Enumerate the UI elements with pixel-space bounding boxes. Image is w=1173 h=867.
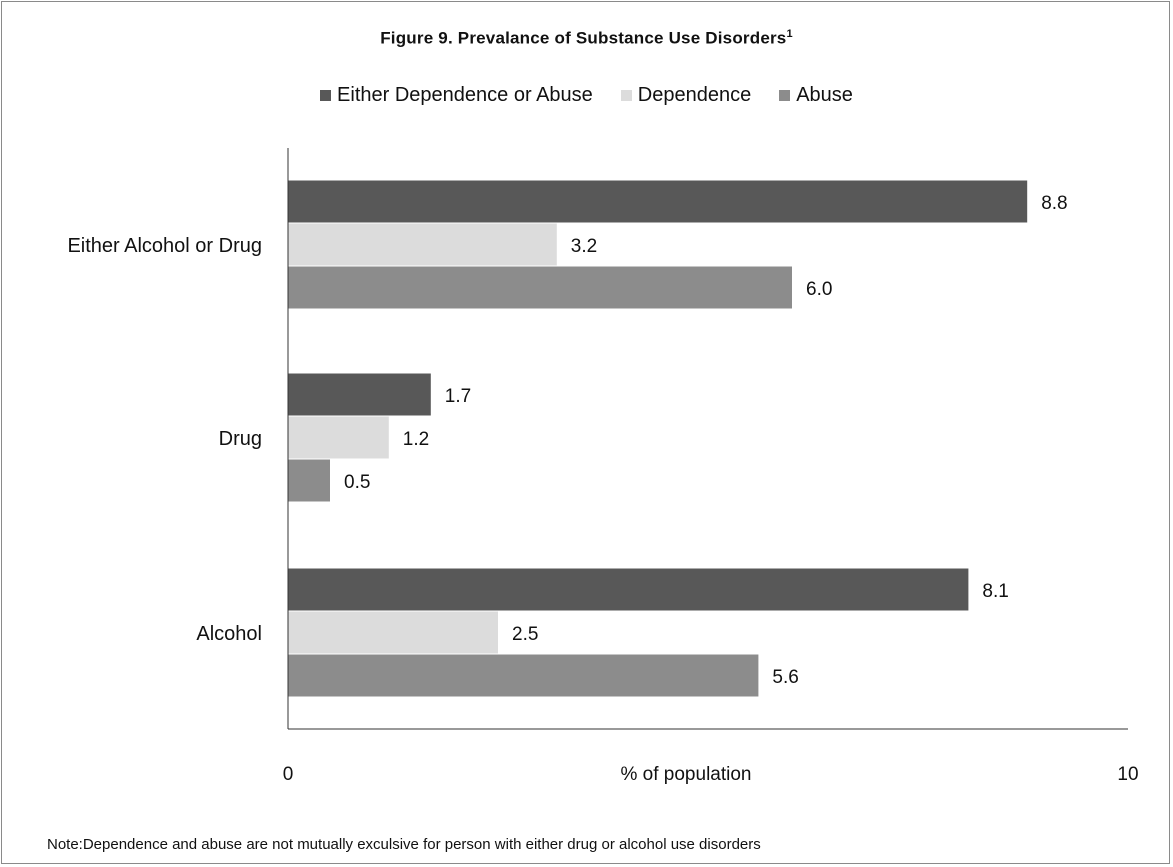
data-label-dependence-1: 1.2 <box>403 429 429 450</box>
bar-dependence-0 <box>288 223 557 266</box>
legend-item-either: Either Dependence or Abuse <box>320 84 593 107</box>
bar-either-0 <box>288 180 1028 223</box>
legend-swatch-dependence <box>620 90 632 101</box>
chart-title-text: Figure 9. Prevalance of Substance Use Di… <box>380 28 787 48</box>
legend-item-dependence: Dependence <box>620 84 752 107</box>
chart-title: Figure 9. Prevalance of Substance Use Di… <box>0 28 1173 49</box>
chart-note: Note:Dependence and abuse are not mutual… <box>47 836 761 853</box>
data-label-either-0: 8.8 <box>1041 193 1067 214</box>
legend-label-dependence: Dependence <box>637 84 752 106</box>
chart-legend: Either Dependence or Abuse Dependence Ab… <box>0 84 1173 107</box>
bar-either-2 <box>288 568 969 611</box>
bar-abuse-0 <box>288 266 792 309</box>
data-label-abuse-1: 0.5 <box>344 472 370 493</box>
bar-dependence-1 <box>288 416 389 459</box>
legend-label-abuse: Abuse <box>796 84 853 106</box>
data-label-abuse-0: 6.0 <box>806 279 832 300</box>
data-label-abuse-2: 5.6 <box>772 667 798 688</box>
bar-either-1 <box>288 373 431 416</box>
data-label-either-2: 8.1 <box>982 581 1008 602</box>
data-label-either-1: 1.7 <box>445 386 471 407</box>
legend-swatch-abuse <box>779 90 791 101</box>
bar-abuse-2 <box>288 654 759 697</box>
data-label-dependence-2: 2.5 <box>512 624 538 645</box>
legend-item-abuse: Abuse <box>779 84 853 107</box>
category-label-0: Either Alcohol or Drug <box>67 235 262 257</box>
x-tick-label-0: 0 <box>283 764 294 785</box>
category-label-1: Drug <box>219 428 262 450</box>
chart-title-footnote-mark: 1 <box>786 28 793 40</box>
x-axis-title: % of population <box>621 764 752 785</box>
bar-abuse-1 <box>288 459 330 502</box>
legend-label-either: Either Dependence or Abuse <box>337 84 593 106</box>
data-label-dependence-0: 3.2 <box>571 236 597 257</box>
x-tick-label-1: 10 <box>1117 764 1138 785</box>
bar-dependence-2 <box>288 611 498 654</box>
legend-swatch-either <box>320 90 332 101</box>
category-label-2: Alcohol <box>196 623 262 645</box>
